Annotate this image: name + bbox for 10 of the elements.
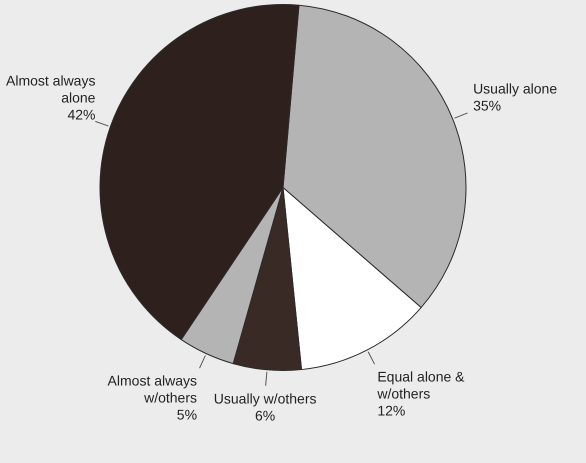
data-label: 5%: [176, 406, 198, 422]
slice-label: Usually alone: [473, 80, 558, 97]
slice-label: Almost always alone: [6, 72, 96, 106]
data-label: 35%: [473, 98, 502, 114]
data-label: 12%: [377, 402, 406, 418]
data-label: 6%: [255, 408, 276, 424]
slice-label: Equal alone & w/others: [376, 368, 466, 402]
slice-label: Usually w/others: [214, 390, 316, 407]
slice-label: Almost always w/others: [108, 372, 198, 406]
data-label: 42%: [67, 106, 96, 122]
